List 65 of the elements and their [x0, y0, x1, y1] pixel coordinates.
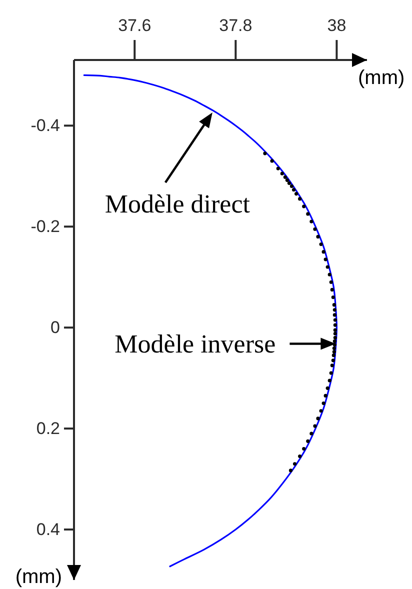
- point: [298, 454, 302, 458]
- x-tick-label: 37.6: [118, 16, 152, 35]
- point: [319, 409, 323, 413]
- point: [283, 175, 287, 179]
- y-tick-label: 0: [50, 318, 60, 338]
- point: [313, 424, 317, 428]
- y-tick-label: 0.4: [36, 520, 60, 539]
- x-tick-label: 38: [327, 16, 346, 35]
- point: [332, 303, 336, 307]
- point: [310, 220, 314, 224]
- point: [332, 339, 336, 344]
- line-series: [83, 74, 338, 568]
- point: [332, 346, 336, 350]
- x-tick-label: 37.8: [219, 16, 252, 35]
- point: [330, 364, 334, 368]
- point: [287, 181, 292, 185]
- point: [326, 386, 330, 390]
- point: [292, 462, 297, 466]
- point: [333, 323, 337, 327]
- annotation: Modèle direct: [104, 190, 251, 219]
- point: [333, 328, 337, 332]
- point: [333, 332, 337, 336]
- point: [330, 288, 334, 292]
- point: [324, 258, 328, 262]
- point: [313, 227, 317, 231]
- point: [332, 308, 336, 312]
- point: [298, 197, 302, 201]
- y-tick-label: -0.2: [30, 217, 60, 236]
- point: [329, 280, 333, 284]
- point: [302, 204, 306, 208]
- point: [331, 295, 335, 300]
- point: [332, 350, 336, 354]
- point: [331, 358, 335, 362]
- y-axis-title: (mm): [15, 566, 62, 588]
- point: [329, 371, 333, 375]
- point: [270, 159, 274, 163]
- point: [326, 265, 330, 269]
- point: [310, 432, 314, 436]
- point: [306, 439, 310, 443]
- point: [302, 446, 306, 451]
- point: [294, 192, 298, 196]
- point: [263, 152, 267, 156]
- point: [280, 172, 284, 176]
- point: [319, 242, 323, 246]
- y-tick-label: 0.2: [36, 418, 60, 438]
- annotation: Modèle inverse: [114, 330, 276, 359]
- point: [276, 166, 280, 170]
- point: [332, 313, 336, 317]
- point: [328, 272, 332, 276]
- point: [328, 378, 332, 382]
- point: [292, 188, 296, 192]
- point: [306, 212, 310, 216]
- point: [333, 318, 337, 322]
- point: [324, 394, 328, 398]
- point: [333, 336, 337, 340]
- point: [322, 250, 326, 254]
- point: [322, 402, 326, 406]
- y-tick-label: -0.4: [30, 116, 60, 136]
- point: [332, 354, 336, 358]
- point: [316, 416, 320, 420]
- point: [290, 184, 294, 188]
- point: [316, 234, 320, 238]
- point: [285, 178, 289, 182]
- point: [288, 468, 293, 472]
- x-axis-title: (mm): [358, 67, 405, 89]
